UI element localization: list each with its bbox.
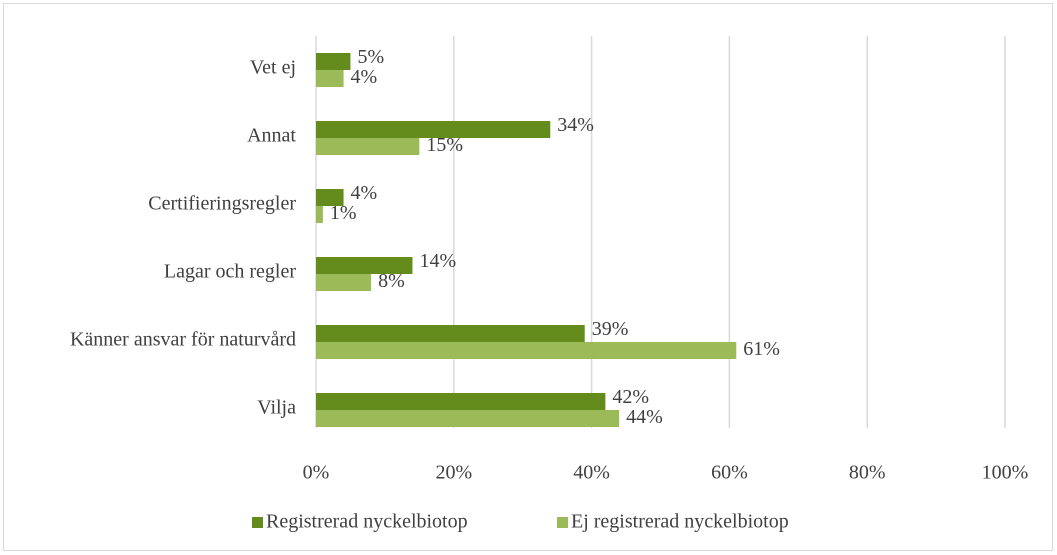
- bar: [316, 257, 413, 274]
- legend-label: Ej registrerad nyckelbiotop: [571, 511, 789, 533]
- y-tick-label: Lagar och regler: [164, 261, 296, 283]
- data-label: 42%: [612, 386, 649, 408]
- y-tick-label: Vilja: [257, 397, 296, 419]
- bar: [316, 138, 420, 155]
- bar: [316, 410, 620, 427]
- bar: [316, 70, 344, 87]
- data-label: 8%: [378, 270, 405, 292]
- bar: [316, 342, 737, 359]
- legend-marker: [557, 517, 568, 528]
- y-tick-label: Certifieringsregler: [148, 193, 296, 215]
- chart-border: [3, 3, 1053, 551]
- data-label: 39%: [592, 318, 629, 340]
- data-label: 61%: [743, 338, 780, 360]
- data-label: 14%: [419, 250, 456, 272]
- data-label: 4%: [351, 182, 378, 204]
- x-tick-label: 100%: [982, 462, 1029, 484]
- data-label: 4%: [351, 66, 378, 88]
- data-label: 44%: [626, 406, 663, 428]
- bar: [316, 189, 344, 206]
- x-tick-label: 60%: [711, 462, 748, 484]
- bar: [316, 53, 351, 70]
- y-tick-label: Annat: [247, 125, 296, 147]
- bar: [316, 274, 372, 291]
- bar: [316, 206, 323, 223]
- legend-marker: [252, 517, 263, 528]
- x-tick-label: 0%: [303, 462, 330, 484]
- x-tick-label: 40%: [573, 462, 610, 484]
- bar: [316, 393, 606, 410]
- x-tick-label: 20%: [435, 462, 472, 484]
- y-tick-label: Vet ej: [250, 57, 296, 79]
- x-tick-label: 80%: [849, 462, 886, 484]
- data-label: 1%: [330, 202, 357, 224]
- data-label: 5%: [357, 46, 384, 68]
- y-tick-label: Känner ansvar för naturvård: [70, 329, 296, 351]
- bar: [316, 325, 585, 342]
- bar: [316, 121, 551, 138]
- data-label: 34%: [557, 114, 594, 136]
- legend-label: Registrerad nyckelbiotop: [266, 511, 468, 533]
- data-label: 15%: [426, 134, 463, 156]
